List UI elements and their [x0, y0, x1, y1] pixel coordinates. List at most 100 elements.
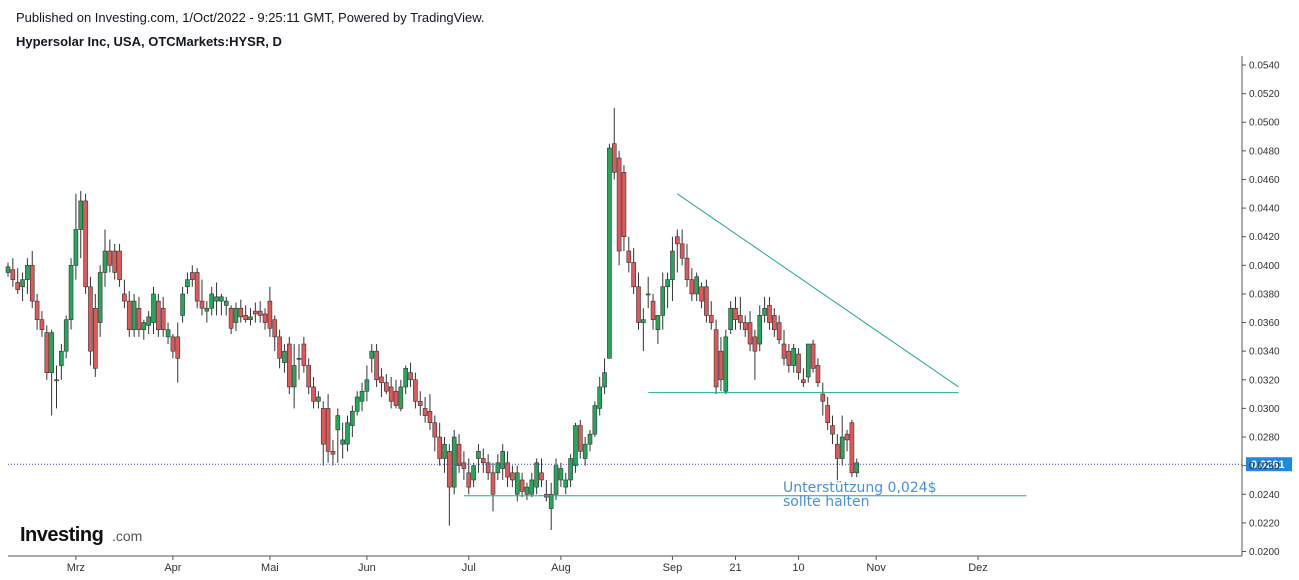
- candle: [83, 193, 88, 294]
- candle: [136, 296, 142, 337]
- candle-body: [350, 410, 355, 426]
- candle-body: [379, 376, 384, 383]
- candle-body: [747, 322, 753, 345]
- candle: [466, 458, 472, 495]
- y-tick-label: 0.0300: [1249, 404, 1280, 415]
- candle: [379, 368, 384, 397]
- candle-body: [291, 365, 297, 388]
- candle-body: [602, 372, 607, 388]
- candle-body: [136, 307, 142, 331]
- logo-suffix: .com: [112, 528, 142, 544]
- annotation-line-1: Unterstützung 0,024$: [783, 480, 937, 496]
- candle: [330, 439, 336, 466]
- candle-body: [223, 300, 229, 306]
- candle: [495, 454, 501, 480]
- candle-body: [708, 315, 714, 323]
- candle: [335, 408, 341, 463]
- candle: [849, 419, 855, 478]
- y-tick-label: 0.0240: [1249, 490, 1280, 501]
- candle-body: [849, 422, 855, 474]
- candle-body: [500, 451, 506, 469]
- candle: [607, 143, 612, 359]
- candle-body: [83, 200, 88, 288]
- candle-body: [170, 336, 176, 352]
- candle: [301, 336, 307, 373]
- candle: [54, 365, 59, 409]
- candle: [480, 448, 486, 473]
- investing-logo: Investing .com: [20, 524, 142, 546]
- y-tick-label: 0.0340: [1249, 347, 1280, 358]
- candle-body: [485, 462, 491, 474]
- candle: [248, 308, 253, 326]
- candle-body: [54, 379, 59, 382]
- candle: [219, 293, 224, 316]
- annotation-line-2: sollte halten: [783, 494, 870, 510]
- candle: [611, 107, 617, 180]
- x-tick-label: 10: [792, 562, 804, 574]
- candle: [641, 308, 646, 352]
- candle: [350, 405, 355, 438]
- candle: [485, 454, 491, 480]
- candle: [728, 301, 733, 335]
- candle: [359, 382, 365, 412]
- candle-body: [257, 310, 263, 316]
- candle: [733, 296, 738, 330]
- candle-body: [345, 422, 350, 445]
- candle: [781, 329, 787, 366]
- candle-body: [209, 293, 214, 309]
- candle-body: [597, 386, 603, 409]
- candle-body: [233, 307, 239, 323]
- candle-body: [495, 462, 501, 474]
- candle: [131, 293, 137, 337]
- candle-body: [456, 443, 462, 466]
- candle: [408, 362, 413, 387]
- candle: [311, 376, 316, 409]
- candle-body: [728, 307, 733, 331]
- candle: [597, 376, 603, 416]
- candle: [820, 382, 826, 416]
- candle-body: [117, 250, 122, 280]
- candle-body: [93, 307, 98, 369]
- candle: [621, 165, 627, 252]
- candle: [810, 339, 816, 373]
- y-tick-label: 0.0360: [1249, 318, 1280, 329]
- candle: [68, 258, 74, 330]
- candle: [461, 451, 467, 480]
- candle-body: [248, 316, 253, 320]
- candle: [456, 434, 462, 473]
- candle: [577, 419, 583, 459]
- candle: [107, 239, 113, 273]
- candle: [97, 265, 103, 337]
- candle-body: [636, 286, 641, 323]
- candle-body: [592, 405, 598, 435]
- candle: [374, 344, 379, 387]
- y-tick-label: 0.0400: [1249, 261, 1280, 272]
- candle-body: [311, 386, 316, 402]
- candle: [223, 296, 229, 316]
- candle: [364, 365, 370, 402]
- candle-body: [20, 279, 25, 288]
- candle: [262, 308, 268, 330]
- candle: [670, 236, 675, 302]
- candle: [844, 429, 850, 452]
- candle: [791, 344, 797, 373]
- candle-body: [791, 348, 797, 366]
- candle: [398, 379, 404, 412]
- candle: [233, 302, 239, 332]
- candle: [354, 391, 360, 416]
- candle: [369, 344, 375, 373]
- y-tick-label: 0.0480: [1249, 146, 1280, 157]
- candle: [544, 479, 549, 502]
- candle: [204, 301, 210, 323]
- candle-body: [684, 257, 690, 280]
- candle-body: [510, 472, 515, 481]
- candle-body: [59, 350, 64, 366]
- candle: [694, 272, 700, 302]
- candle: [170, 334, 176, 359]
- candle: [29, 251, 35, 309]
- candle-body: [704, 286, 709, 316]
- candle: [587, 429, 593, 452]
- candle: [383, 374, 389, 395]
- candle-body: [5, 266, 11, 273]
